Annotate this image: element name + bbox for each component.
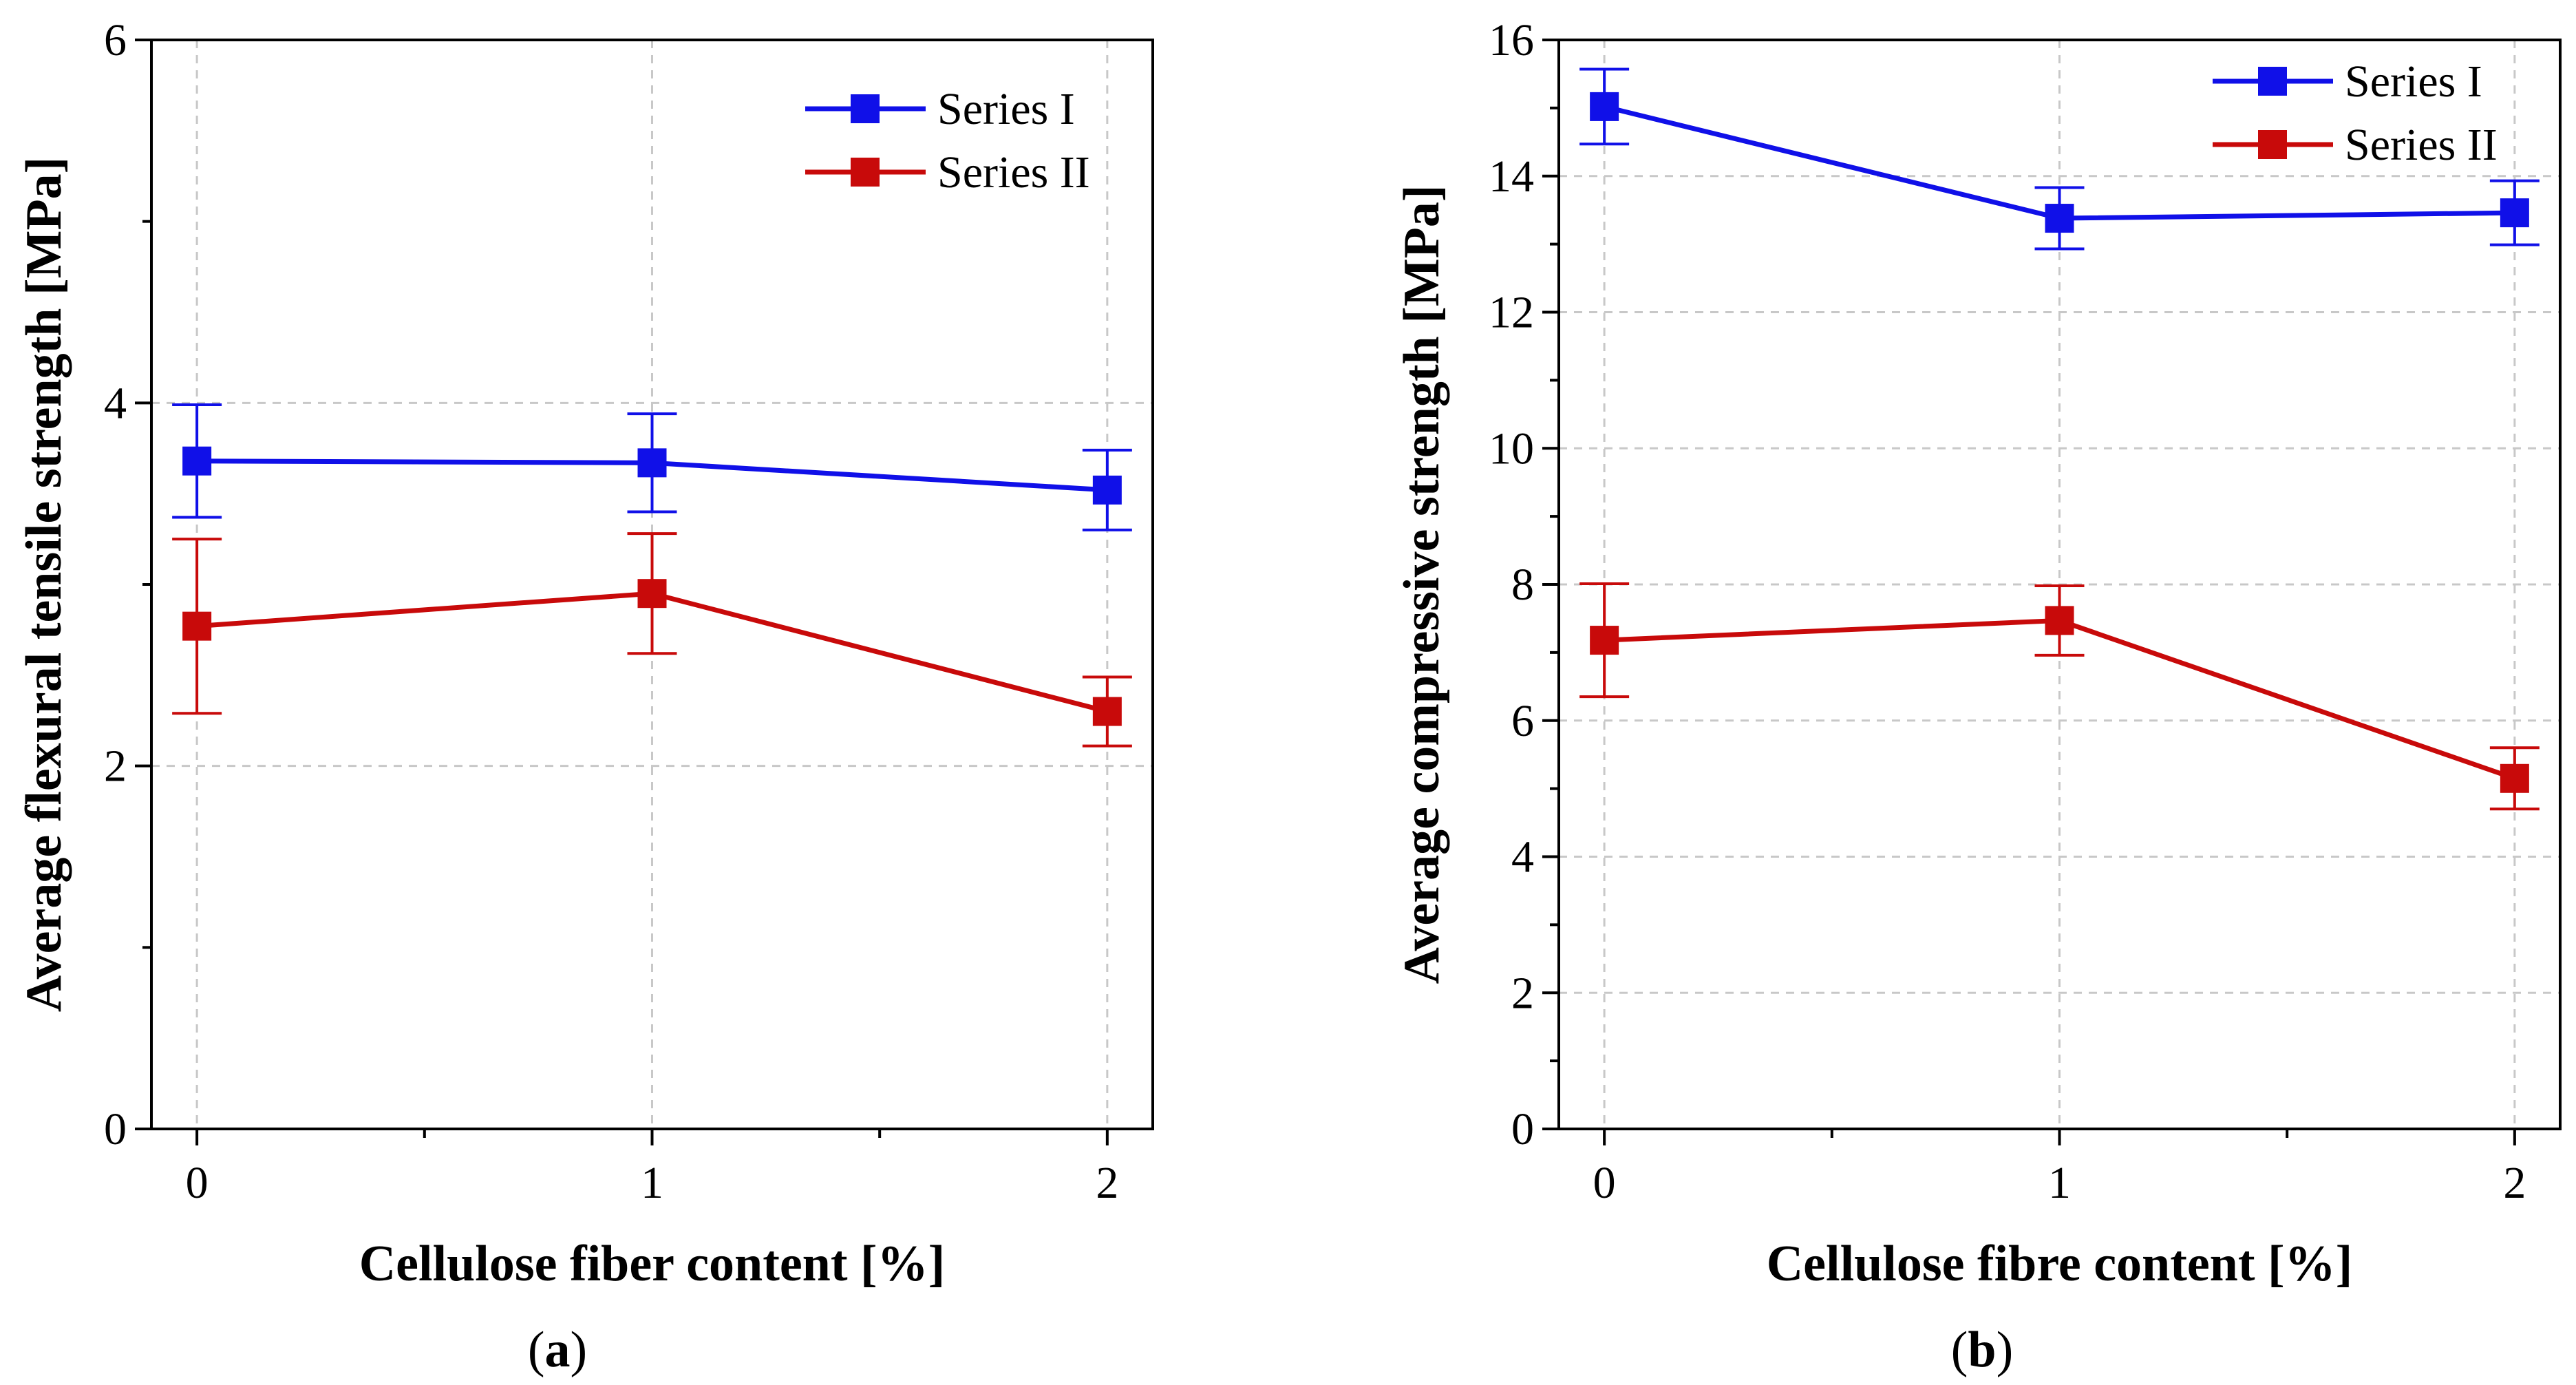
legend-entry: Series II <box>805 147 1090 198</box>
x-axis-title: Cellulose fibre content [%] <box>1767 1236 2353 1292</box>
y-tick-label: 10 <box>1489 423 1534 474</box>
legend-label: Series II <box>2345 120 2498 170</box>
y-axis-title: Average flexural tensile strength [MPa] <box>16 157 72 1013</box>
legend-marker <box>851 158 880 187</box>
legend-entry: Series II <box>2213 120 2498 170</box>
y-tick-label: 2 <box>1511 968 1534 1018</box>
data-point <box>1590 626 1619 655</box>
legend-marker <box>2258 67 2287 96</box>
y-tick-label: 0 <box>1511 1104 1534 1154</box>
data-point <box>1092 697 1122 726</box>
x-tick-label: 2 <box>1096 1158 1118 1208</box>
series-2 <box>1579 582 2540 811</box>
panel-letter: b <box>1968 1322 1996 1378</box>
panel-label: (a) <box>528 1322 587 1378</box>
y-tick-label: 0 <box>104 1104 127 1154</box>
y-tick-label: 16 <box>1489 15 1534 65</box>
data-point <box>637 448 667 478</box>
series-2 <box>172 532 1132 748</box>
y-tick-label: 6 <box>1511 696 1534 746</box>
legend-marker <box>851 94 880 123</box>
x-tick-label: 1 <box>641 1158 663 1208</box>
panel-label: (b) <box>1951 1322 2013 1378</box>
series-1 <box>1579 67 2540 251</box>
data-point <box>182 446 212 476</box>
y-axis-title: Average compressive strength [MPa] <box>1394 184 1450 984</box>
y-tick-label: 12 <box>1489 288 1534 338</box>
x-tick-label: 2 <box>2503 1158 2526 1208</box>
legend-label: Series II <box>937 147 1090 198</box>
x-tick-label: 1 <box>2048 1158 2071 1208</box>
x-tick-label: 0 <box>186 1158 209 1208</box>
panel-letter: a <box>545 1322 571 1378</box>
legend-label: Series I <box>937 84 1075 134</box>
data-point <box>1590 92 1619 121</box>
data-point <box>2500 763 2529 793</box>
data-point <box>2045 606 2074 635</box>
data-point <box>1092 475 1122 505</box>
legend-label: Series I <box>2345 56 2482 107</box>
y-tick-label: 2 <box>104 741 127 792</box>
y-tick-label: 8 <box>1511 560 1534 610</box>
data-point <box>637 579 667 609</box>
y-tick-label: 14 <box>1489 151 1534 202</box>
data-point <box>2045 204 2074 233</box>
legend-entry: Series I <box>805 84 1075 134</box>
data-point <box>2500 198 2529 228</box>
x-axis-title: Cellulose fiber content [%] <box>359 1236 946 1292</box>
chart-panel-a: 0 2 4 6 0 1 2 Cellulose fiber content [%] Averag… <box>16 15 1154 1378</box>
legend-marker <box>2258 130 2287 159</box>
data-point <box>182 611 212 641</box>
series-1 <box>172 403 1132 531</box>
y-tick-label: 4 <box>1511 832 1534 882</box>
y-tick-label: 4 <box>104 378 127 428</box>
legend-entry: Series I <box>2213 56 2482 107</box>
y-tick-label: 6 <box>104 15 127 65</box>
x-tick-label: 0 <box>1593 1158 1616 1208</box>
